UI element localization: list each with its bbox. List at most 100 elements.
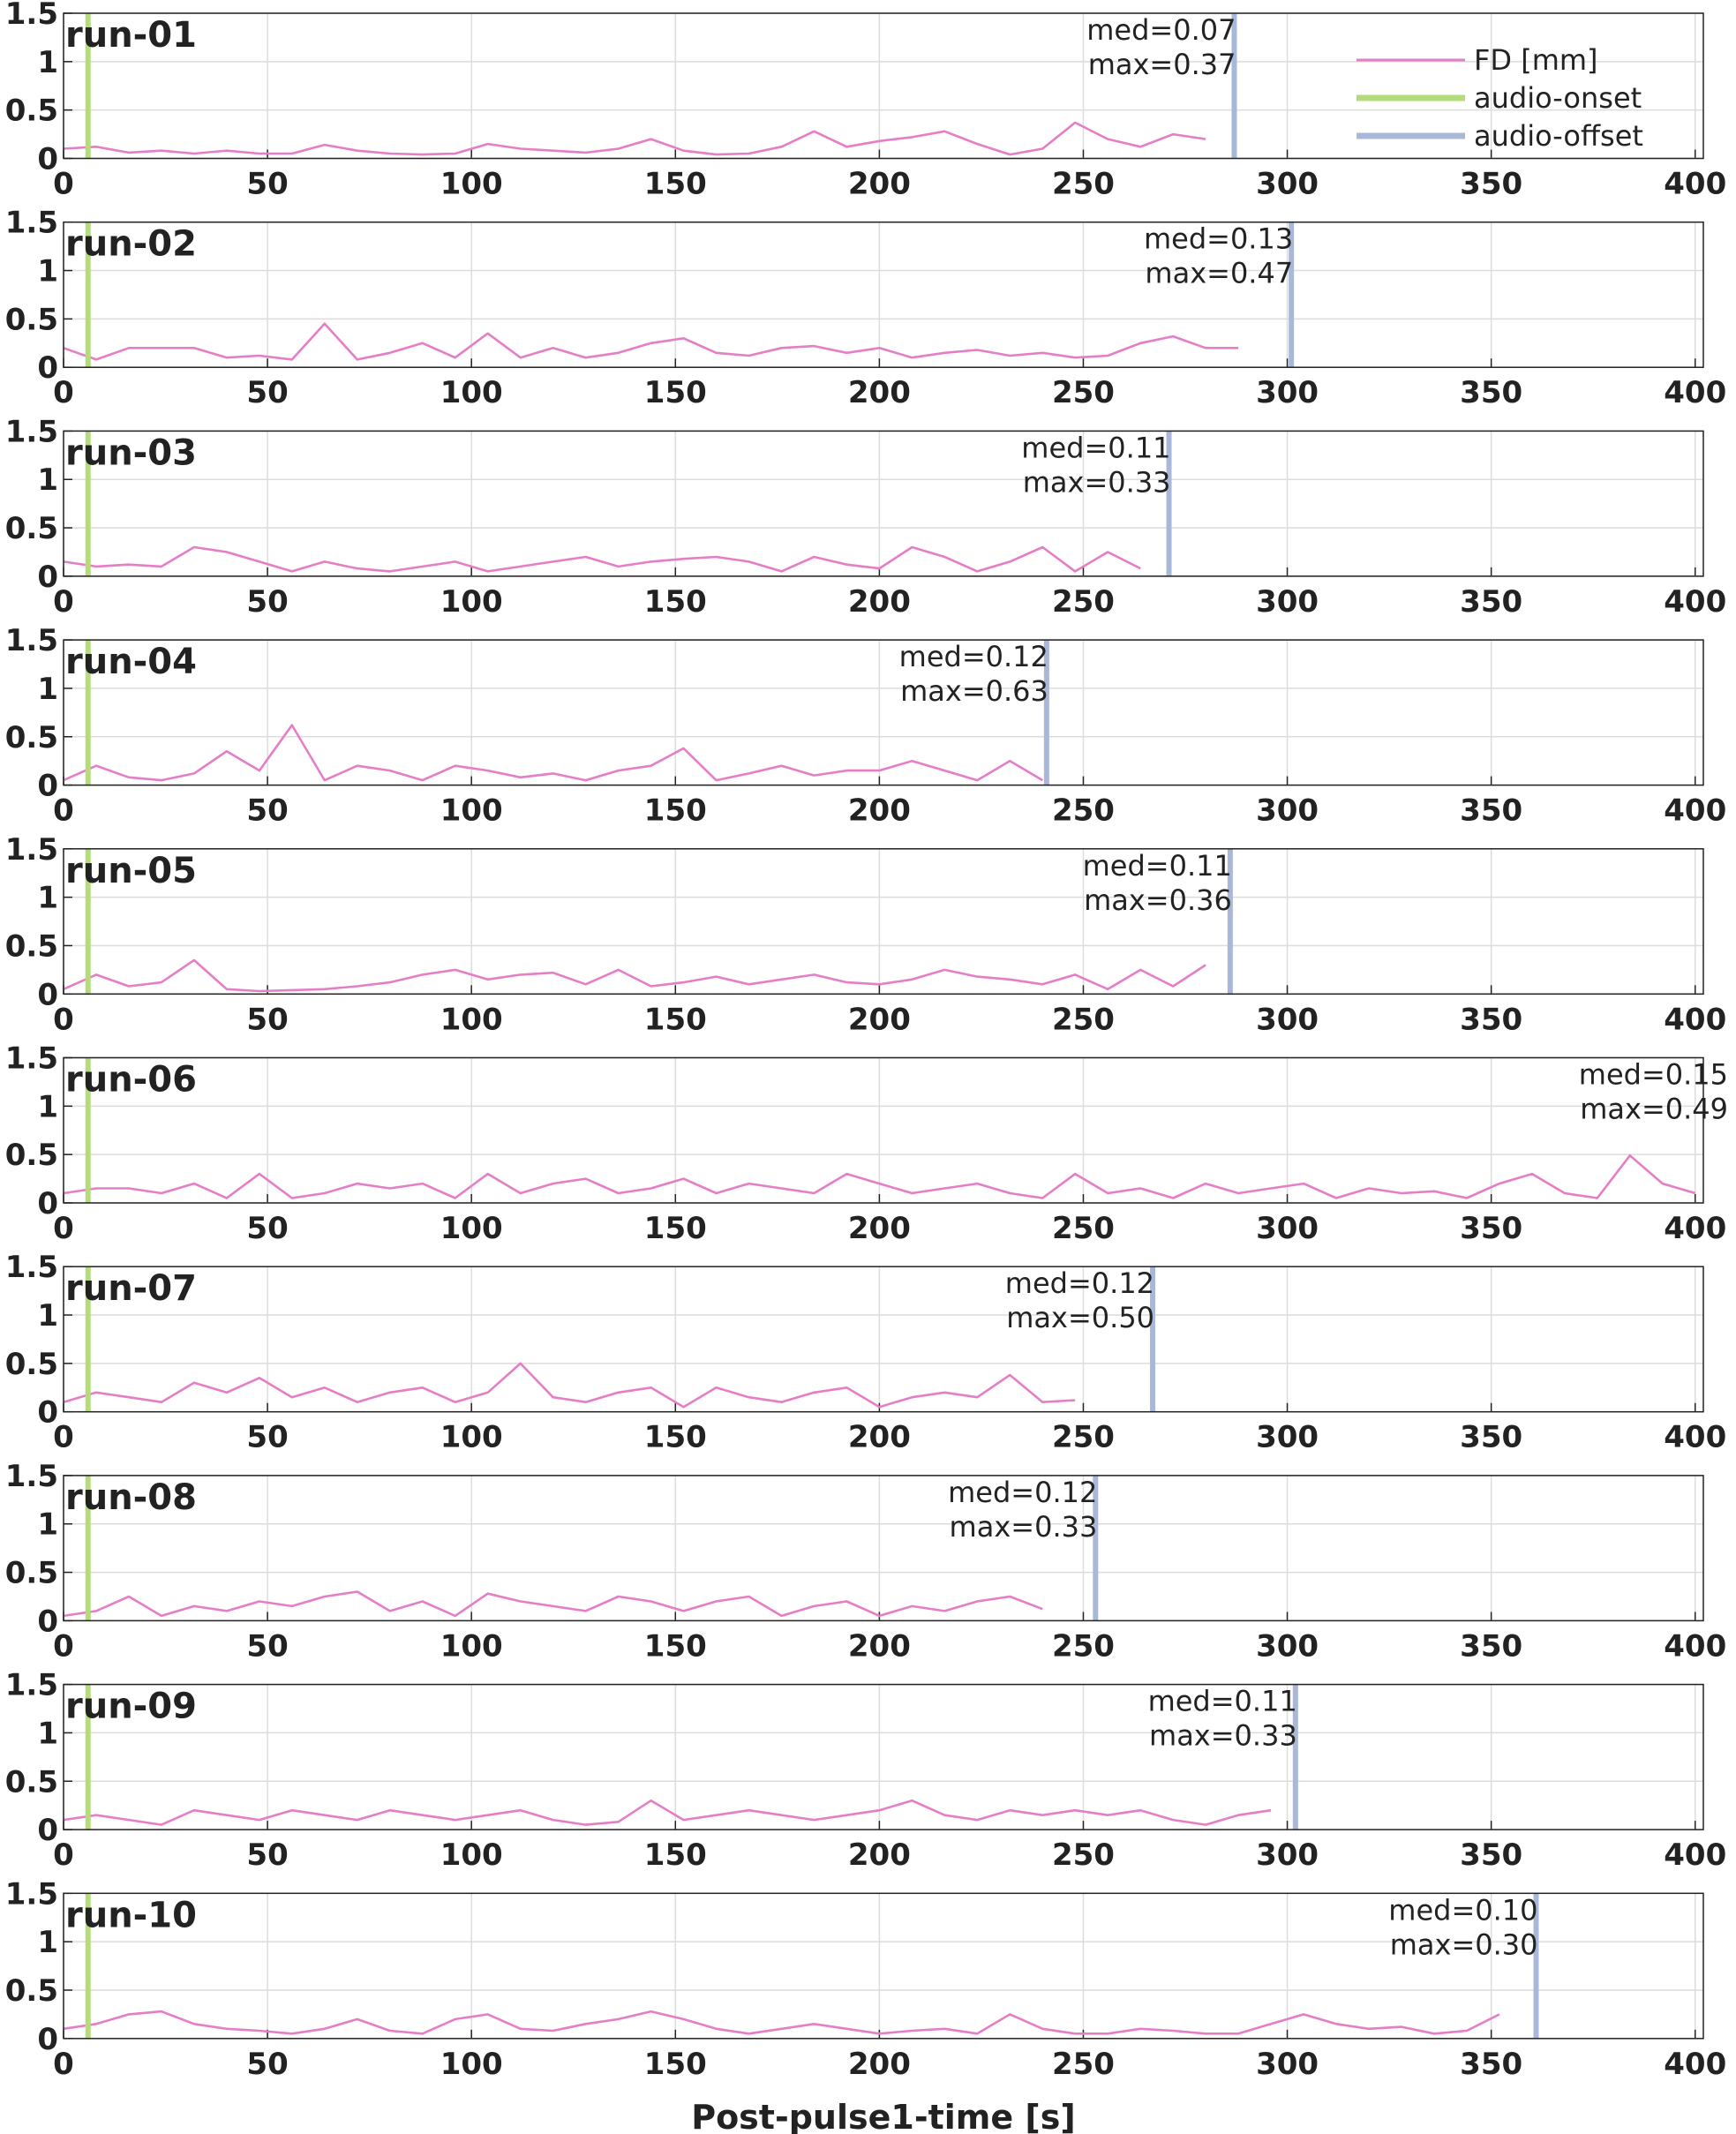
- x-tick-label: 250: [1052, 584, 1115, 620]
- x-tick-label: 400: [1664, 1002, 1726, 1037]
- x-tick-label: 400: [1664, 1211, 1726, 1246]
- fd-line: [63, 121, 1206, 156]
- x-tick-label: 50: [246, 1420, 288, 1455]
- annotation: med=0.12: [1005, 1266, 1154, 1300]
- y-tick-label: 1: [37, 881, 58, 916]
- x-tick-label: 200: [848, 375, 911, 410]
- annotation: med=0.11: [1148, 1685, 1297, 1718]
- x-tick-label: 0: [53, 375, 74, 410]
- panel-title: run-03: [65, 432, 197, 473]
- x-tick-label: 400: [1664, 1628, 1726, 1664]
- y-tick-label: 0.5: [5, 1347, 58, 1382]
- y-tick-label: 1.5: [5, 414, 58, 449]
- panel-title: run-07: [65, 1268, 197, 1309]
- plot-area: [64, 1893, 1703, 2039]
- x-tick-label: 250: [1052, 793, 1115, 829]
- x-tick-label: 0: [53, 1002, 74, 1037]
- y-tick-label: 1: [37, 1716, 58, 1751]
- y-tick-label: 1: [37, 672, 58, 707]
- x-axis-label: Post-pulse1-time [s]: [691, 2098, 1076, 2134]
- annotation: max=0.47: [1145, 257, 1293, 290]
- x-tick-label: 50: [246, 1628, 288, 1664]
- x-tick-label: 300: [1256, 1837, 1319, 1873]
- x-tick-label: 50: [246, 167, 288, 202]
- plot-area: [64, 1266, 1703, 1412]
- x-tick-label: 350: [1460, 1420, 1522, 1455]
- x-tick-label: 350: [1460, 1002, 1522, 1037]
- plot-frame: [63, 639, 1704, 786]
- y-tick-label: 0: [37, 560, 58, 595]
- annotation: max=0.33: [1149, 1719, 1297, 1753]
- panel-title: run-02: [65, 224, 197, 265]
- annotation: med=0.11: [1083, 849, 1232, 883]
- x-tick-label: 100: [440, 1420, 503, 1455]
- y-tick-label: 0: [37, 1395, 58, 1431]
- x-tick-label: 100: [440, 1628, 503, 1664]
- x-tick-label: 50: [246, 1002, 288, 1037]
- x-tick-label: 100: [440, 584, 503, 620]
- annotation: med=0.15: [1579, 1058, 1728, 1092]
- x-tick-label: 250: [1052, 1420, 1115, 1455]
- x-tick-label: 400: [1664, 1420, 1726, 1455]
- y-tick-label: 1.5: [5, 1876, 58, 1912]
- y-tick-label: 0.5: [5, 1556, 58, 1591]
- x-tick-label: 150: [644, 2047, 707, 2082]
- x-tick-label: 200: [848, 1002, 911, 1037]
- x-tick-label: 300: [1256, 1211, 1319, 1246]
- x-tick-label: 0: [53, 1211, 74, 1246]
- fd-line: [63, 1590, 1043, 1618]
- x-tick-label: 150: [644, 1002, 707, 1037]
- plot-frame: [63, 1266, 1704, 1413]
- legend-label: audio-onset: [1474, 81, 1642, 115]
- x-tick-label: 200: [848, 1211, 911, 1246]
- plot-area: [64, 1684, 1703, 1830]
- x-tick-label: 100: [440, 2047, 503, 2082]
- y-tick-label: 1: [37, 45, 58, 80]
- y-tick-label: 1: [37, 1507, 58, 1543]
- x-tick-label: 100: [440, 1837, 503, 1873]
- y-tick-label: 0.5: [5, 928, 58, 964]
- y-tick-label: 1: [37, 462, 58, 498]
- x-tick-label: 350: [1460, 1837, 1522, 1873]
- x-tick-label: 250: [1052, 167, 1115, 202]
- x-tick-label: 100: [440, 167, 503, 202]
- annotation: med=0.11: [1021, 431, 1170, 464]
- x-tick-label: 400: [1664, 167, 1726, 202]
- y-tick-label: 0: [37, 2022, 58, 2057]
- plot-area: [64, 222, 1703, 368]
- x-tick-label: 100: [440, 793, 503, 829]
- x-tick-label: 0: [53, 2047, 74, 2082]
- y-tick-label: 0.5: [5, 1138, 58, 1173]
- fd-line: [63, 1799, 1272, 1826]
- annotation: max=0.33: [950, 1510, 1098, 1544]
- x-tick-label: 150: [644, 375, 707, 410]
- y-tick-label: 0.5: [5, 302, 58, 337]
- legend-label: audio-offset: [1474, 119, 1643, 153]
- y-tick-label: 1.5: [5, 623, 58, 658]
- y-tick-label: 0.5: [5, 1973, 58, 2009]
- y-tick-label: 1.5: [5, 1459, 58, 1494]
- fd-line: [63, 545, 1141, 573]
- y-tick-label: 0: [37, 1604, 58, 1639]
- annotation: med=0.10: [1388, 1893, 1537, 1927]
- y-tick-label: 0.5: [5, 511, 58, 546]
- annotation: max=0.63: [900, 674, 1048, 708]
- x-tick-label: 300: [1256, 375, 1319, 410]
- x-tick-label: 150: [644, 1837, 707, 1873]
- x-tick-label: 200: [848, 1420, 911, 1455]
- x-tick-label: 150: [644, 793, 707, 829]
- x-tick-label: 150: [644, 1628, 707, 1664]
- x-tick-label: 300: [1256, 1002, 1319, 1037]
- y-tick-label: 0.5: [5, 1764, 58, 1800]
- x-tick-label: 250: [1052, 1211, 1115, 1246]
- y-tick-label: 0: [37, 977, 58, 1012]
- x-tick-label: 50: [246, 793, 288, 829]
- x-tick-label: 250: [1052, 1002, 1115, 1037]
- y-tick-label: 0: [37, 350, 58, 386]
- x-tick-label: 200: [848, 793, 911, 829]
- annotation: max=0.37: [1088, 48, 1236, 81]
- x-tick-label: 150: [644, 1420, 707, 1455]
- panel-title: run-01: [65, 15, 197, 56]
